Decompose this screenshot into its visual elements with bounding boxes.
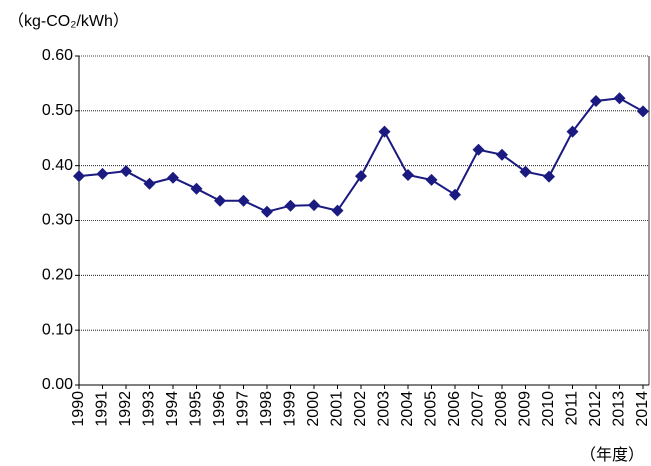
marker bbox=[284, 199, 297, 212]
y-tick-label: 0.00 bbox=[42, 376, 73, 393]
marker bbox=[120, 165, 132, 178]
x-tick-label: 1997 bbox=[235, 391, 252, 427]
x-tick-label: 2014 bbox=[634, 391, 651, 427]
line bbox=[78, 97, 644, 213]
marker bbox=[190, 182, 203, 195]
y-axis-label: （kg-CO₂/kWh） bbox=[8, 12, 129, 30]
marker bbox=[73, 170, 85, 183]
marker bbox=[143, 177, 156, 190]
y-tick-label: 0.40 bbox=[42, 157, 73, 174]
marker bbox=[167, 171, 179, 184]
x-tick-label: 1992 bbox=[117, 391, 134, 427]
x-tick-label: 2000 bbox=[305, 391, 322, 427]
x-tick-label: 1990 bbox=[70, 391, 87, 427]
x-tick-label: 2005 bbox=[423, 391, 440, 427]
x-tick-label: 1999 bbox=[282, 391, 299, 427]
y-tick-label: 0.10 bbox=[42, 321, 73, 338]
x-tick-label: 1998 bbox=[258, 391, 275, 427]
x-tick-label: 1995 bbox=[188, 391, 205, 427]
marker bbox=[496, 148, 508, 161]
marker bbox=[214, 194, 226, 207]
x-tick-label: 2011 bbox=[564, 391, 581, 426]
marker bbox=[519, 165, 532, 178]
x-tick-label: 2012 bbox=[587, 391, 604, 427]
x-axis-label: （年度） bbox=[580, 446, 644, 464]
x-tick-label: 2002 bbox=[352, 391, 369, 427]
marker bbox=[472, 143, 485, 156]
x-tick-label: 2013 bbox=[611, 391, 628, 427]
marker bbox=[566, 125, 579, 138]
marker bbox=[402, 168, 414, 181]
marker bbox=[637, 105, 649, 118]
marker bbox=[237, 194, 250, 207]
x-tick-label: 1991 bbox=[94, 391, 111, 427]
x-tick-label: 2004 bbox=[399, 391, 416, 427]
x-tick-label: 2009 bbox=[517, 391, 534, 427]
marker bbox=[308, 199, 320, 212]
x-tick-label: 1993 bbox=[141, 391, 158, 427]
marker bbox=[331, 204, 344, 217]
y-tick-label: 0.20 bbox=[42, 267, 73, 284]
x-tick-label: 2001 bbox=[329, 391, 346, 427]
x-tick-label: 2010 bbox=[540, 391, 557, 427]
marker bbox=[613, 92, 626, 105]
x-tick-label: 2008 bbox=[493, 391, 510, 427]
y-tick-label: 0.60 bbox=[42, 47, 73, 64]
x-tick-label: 1996 bbox=[211, 391, 228, 427]
marker bbox=[355, 170, 367, 183]
x-tick-label: 1994 bbox=[164, 391, 181, 427]
x-tick-label: 2007 bbox=[470, 391, 487, 427]
marker bbox=[261, 205, 273, 218]
marker bbox=[543, 170, 555, 183]
y-tick-label: 0.30 bbox=[42, 212, 73, 229]
x-tick-label: 2006 bbox=[446, 391, 463, 427]
x-tick-label: 2003 bbox=[376, 391, 393, 427]
marker bbox=[590, 94, 602, 107]
marker bbox=[425, 173, 438, 186]
marker bbox=[378, 125, 391, 138]
marker bbox=[449, 188, 461, 201]
y-tick-label: 0.50 bbox=[42, 102, 73, 119]
marker bbox=[96, 167, 109, 180]
